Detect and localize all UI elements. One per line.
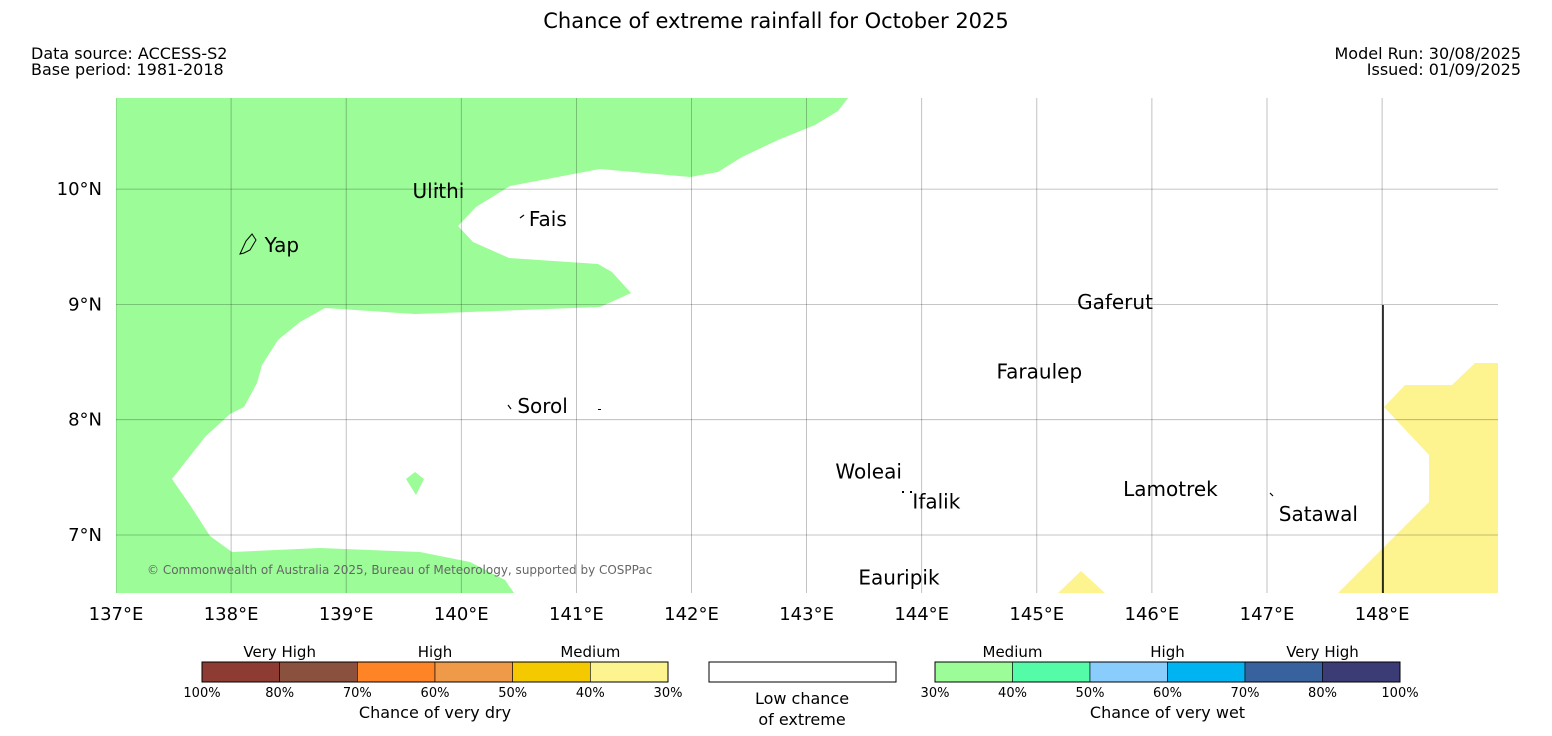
woleai-atoll (902, 491, 904, 493)
legend-wet-pct-label: 30% (921, 686, 950, 701)
place-label-lamotrek: Lamotrek (1123, 477, 1218, 501)
legend-dry-group-label: Very High (243, 643, 316, 661)
legend-neutral-line2: of extreme (758, 710, 845, 729)
legend-dry: 100% 80% 70% 60% 50% 40% 30% Very High High Mediu… (183, 643, 682, 722)
data-source-text: Data source: ACCESS-S2 (31, 44, 228, 63)
lon-tick-label: 148°E (1355, 604, 1410, 625)
lon-tick-label: 146°E (1125, 604, 1180, 625)
lat-tick-label: 9°N (68, 294, 102, 315)
legend-dry-pct-label: 30% (654, 686, 683, 701)
legend-dry-swatch (279, 661, 358, 683)
legend-neutral: Low chance of extreme (708, 661, 897, 729)
place-label-faraulep: Faraulep (997, 359, 1083, 383)
legend-dry-group-label: High (418, 643, 452, 661)
wet-medium-region (116, 98, 848, 593)
legend-dry-swatch (512, 661, 591, 683)
copyright-notice: © Commonwealth of Australia 2025, Bureau… (147, 563, 652, 577)
place-label-gaferut: Gaferut (1077, 290, 1153, 314)
legend-wet-pct-label: 50% (1076, 686, 1105, 701)
map-plot-area: Yap Ulithi Fais Gaferut Faraulep Sorol Woleai I… (116, 98, 1498, 593)
place-label-satawal: Satawal (1279, 502, 1358, 526)
legend-dry-swatch (201, 661, 280, 683)
legend-wet-title: Chance of very wet (1090, 703, 1245, 722)
legend-dry-group-label: Medium (560, 643, 620, 661)
legend-wet-pct-label: 40% (998, 686, 1027, 701)
place-labels: Yap Ulithi Fais Gaferut Faraulep Sorol Woleai I… (264, 179, 1358, 590)
lon-tick-label: 147°E (1240, 604, 1295, 625)
legend: 100% 80% 70% 60% 50% 40% 30% Very High High Mediu… (183, 643, 1418, 729)
legend-wet-group-label: Medium (983, 643, 1043, 661)
model-run-text: Model Run: 30/08/2025 (1334, 44, 1522, 63)
legend-dry-pct-label: 50% (498, 686, 527, 701)
legend-dry-title: Chance of very dry (359, 703, 511, 722)
legend-dry-pct-label: 70% (343, 686, 372, 701)
source-info: Data source: ACCESS-S2 Base period: 1981… (31, 46, 227, 78)
legend-wet-group-label: Very High (1286, 643, 1359, 661)
legend-wet-pct-label: 80% (1308, 686, 1337, 701)
place-label-woleai: Woleai (835, 460, 902, 484)
lon-tick-label: 138°E (204, 604, 259, 625)
sorol-atoll (507, 404, 512, 410)
legend-wet-swatch (934, 661, 1013, 683)
place-label-ifalik: Ifalik (912, 489, 960, 513)
lon-tick-label: 140°E (434, 604, 489, 625)
axis-ticks: 137°E 138°E 139°E 140°E 141°E 142°E 143°E 144°E… (57, 179, 1410, 625)
legend-wet-frame (934, 661, 1401, 683)
dry-medium-patch (1058, 571, 1105, 593)
legend-wet: 30% 40% 50% 60% 70% 80% 100% Medium High Very Hig… (921, 643, 1419, 722)
lon-tick-label: 142°E (664, 604, 719, 625)
legend-wet-pct-label: 100% (1381, 686, 1418, 701)
ulithi-atoll (436, 187, 438, 189)
legend-dry-swatch (434, 661, 513, 683)
legend-dry-swatch (357, 661, 436, 683)
place-label-fais: Fais (529, 207, 567, 231)
graticule (116, 98, 1498, 593)
lon-tick-label: 144°E (894, 604, 949, 625)
ifalik-atoll (910, 491, 912, 493)
legend-dry-pct-label: 60% (421, 686, 450, 701)
legend-wet-swatch (1167, 661, 1246, 683)
run-info: Model Run: 30/08/2025 Issued: 01/09/2025 (1335, 46, 1522, 78)
lon-tick-label: 143°E (779, 604, 834, 625)
base-period-text: Base period: 1981-2018 (31, 60, 224, 79)
legend-neutral-line1: Low chance (755, 689, 849, 708)
lon-tick-label: 139°E (319, 604, 374, 625)
legend-dry-pct-label: 100% (183, 686, 220, 701)
legend-dry-pct-label: 40% (576, 686, 605, 701)
yap-island-outline (239, 233, 257, 255)
legend-wet-pct-label: 60% (1153, 686, 1182, 701)
place-label-eauripik: Eauripik (858, 566, 940, 590)
fais-island (519, 214, 525, 219)
place-label-ulithi: Ulithi (413, 179, 465, 203)
place-label-yap: Yap (264, 233, 299, 257)
legend-dry-pct-label: 80% (265, 686, 294, 701)
issued-text: Issued: 01/09/2025 (1366, 60, 1521, 79)
satawal-island (1269, 492, 1274, 497)
lon-tick-label: 145°E (1009, 604, 1064, 625)
legend-wet-swatch (1244, 661, 1323, 683)
dry-medium-region (1338, 363, 1498, 593)
legend-dry-frame (201, 661, 669, 683)
legend-dry-swatch (590, 661, 669, 683)
legend-wet-swatch (1012, 661, 1091, 683)
legend-wet-group-label: High (1150, 643, 1184, 661)
islet-east-of-sorol (598, 409, 601, 410)
map-title: Chance of extreme rainfall for October 2… (543, 9, 1009, 33)
legend-wet-swatch (1322, 661, 1401, 683)
legend-wet-pct-label: 70% (1231, 686, 1260, 701)
legend-neutral-swatch (708, 661, 897, 683)
legend-wet-swatch (1089, 661, 1168, 683)
lat-tick-label: 8°N (68, 410, 102, 431)
lon-tick-label: 141°E (549, 604, 604, 625)
lat-tick-label: 7°N (68, 525, 102, 546)
lon-tick-label: 137°E (89, 604, 144, 625)
place-label-sorol: Sorol (517, 394, 568, 418)
wet-medium-island-patch (406, 472, 424, 495)
lat-tick-label: 10°N (57, 179, 102, 200)
